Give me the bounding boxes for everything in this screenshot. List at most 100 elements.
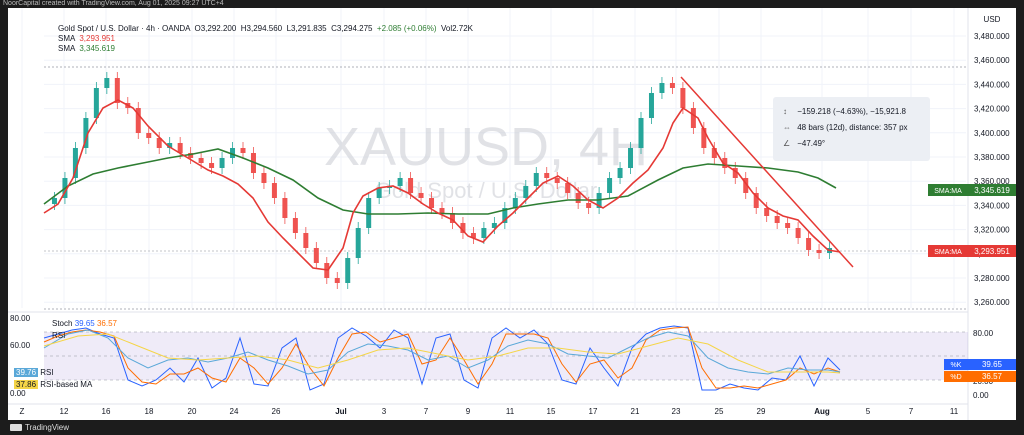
candle[interactable] <box>806 238 812 250</box>
candle[interactable] <box>397 178 403 186</box>
ohlc-change: +2.085 (+0.06%) <box>376 24 437 33</box>
bars-range-icon: ⇔ <box>783 123 791 132</box>
candle[interactable] <box>93 88 99 118</box>
candle[interactable] <box>156 138 162 148</box>
candle[interactable] <box>292 218 298 233</box>
candle[interactable] <box>439 208 445 213</box>
sma-fast-label[interactable]: SMA <box>58 34 75 43</box>
rsi-top-label[interactable]: RSI <box>52 331 66 340</box>
candle[interactable] <box>366 198 372 228</box>
time-tick: 21 <box>631 407 640 416</box>
candle[interactable] <box>648 93 654 118</box>
candle[interactable] <box>628 148 634 168</box>
candle[interactable] <box>491 223 497 228</box>
candle[interactable] <box>334 278 340 283</box>
candle[interactable] <box>230 148 236 158</box>
candle[interactable] <box>470 233 476 238</box>
candle[interactable] <box>680 88 686 108</box>
time-tick: Z <box>20 407 25 416</box>
candle[interactable] <box>523 186 529 198</box>
candle[interactable] <box>135 108 141 133</box>
candle[interactable] <box>408 178 414 193</box>
rsi-ma-label[interactable]: RSI-based MA <box>40 380 93 389</box>
candle[interactable] <box>732 168 738 178</box>
candle[interactable] <box>711 148 717 158</box>
candle[interactable] <box>146 133 152 138</box>
candle[interactable] <box>785 223 791 228</box>
candle[interactable] <box>565 183 571 193</box>
candle[interactable] <box>722 158 728 168</box>
candle[interactable] <box>177 143 183 153</box>
candle[interactable] <box>533 173 539 186</box>
candle[interactable] <box>188 153 194 158</box>
candle[interactable] <box>313 248 319 263</box>
price-tick: 3,400.000 <box>974 129 1010 138</box>
candle[interactable] <box>607 178 613 193</box>
candle[interactable] <box>816 250 822 253</box>
candle[interactable] <box>743 178 749 193</box>
candle[interactable] <box>512 198 518 208</box>
candle[interactable] <box>774 216 780 223</box>
candle[interactable] <box>449 213 455 223</box>
sma-slow-label[interactable]: SMA <box>58 44 75 53</box>
candle[interactable] <box>586 203 592 208</box>
sma-slow-line[interactable] <box>43 148 837 215</box>
candle[interactable] <box>764 208 770 216</box>
candle[interactable] <box>72 148 78 178</box>
candle[interactable] <box>345 258 351 283</box>
stoch-k-line[interactable] <box>43 325 841 391</box>
rsi-label[interactable]: RSI <box>40 368 54 377</box>
candle[interactable] <box>575 193 581 203</box>
candle[interactable] <box>167 143 173 148</box>
trend-line[interactable] <box>680 76 854 268</box>
candle[interactable] <box>481 228 487 238</box>
candle[interactable] <box>669 83 675 88</box>
candle[interactable] <box>83 118 89 148</box>
candle[interactable] <box>460 223 466 233</box>
candle[interactable] <box>795 228 801 238</box>
candle[interactable] <box>198 158 204 163</box>
candle[interactable] <box>303 233 309 248</box>
candle[interactable] <box>753 193 759 208</box>
candle[interactable] <box>376 188 382 198</box>
candle[interactable] <box>617 168 623 178</box>
candle[interactable] <box>429 198 435 208</box>
candle[interactable] <box>261 173 267 183</box>
measure-price-range: −159.218 (−4.63%), −15,921.8 <box>797 107 906 116</box>
symbol-label[interactable]: Gold Spot / U.S. Dollar · 4h · OANDA <box>58 24 191 33</box>
candle[interactable] <box>271 183 277 198</box>
sma-fast-line[interactable] <box>43 99 841 271</box>
candle[interactable] <box>701 128 707 148</box>
rsi-ma-line[interactable] <box>43 333 841 374</box>
candle[interactable] <box>219 158 225 168</box>
candle[interactable] <box>114 78 120 103</box>
price-tick: 3,460.000 <box>974 56 1010 65</box>
stoch-d-badge-value: 36.57 <box>982 372 1003 381</box>
candle[interactable] <box>502 208 508 223</box>
candle[interactable] <box>554 178 560 183</box>
sma-slow-badge-label: SMA:MA <box>934 188 962 195</box>
time-tick: 26 <box>272 407 281 416</box>
time-tick: 24 <box>230 407 239 416</box>
candle[interactable] <box>418 193 424 198</box>
stoch-d-line[interactable] <box>43 326 841 389</box>
candle[interactable] <box>355 228 361 258</box>
sma-fast-badge-value: 3,293.951 <box>974 247 1010 256</box>
candle[interactable] <box>659 83 665 93</box>
candle[interactable] <box>282 198 288 218</box>
price-tick: 3,380.000 <box>974 153 1010 162</box>
stoch-label[interactable]: Stoch <box>52 319 73 328</box>
candle[interactable] <box>209 163 215 168</box>
osc-axis-0: 0.00 <box>973 391 989 400</box>
stoch-k-value: 39.65 <box>74 319 95 328</box>
candle[interactable] <box>51 198 57 204</box>
candle[interactable] <box>690 108 696 128</box>
sma-fast-badge-label: SMA:MA <box>934 249 962 256</box>
time-tick: 18 <box>145 407 154 416</box>
candle[interactable] <box>638 118 644 148</box>
candle[interactable] <box>240 148 246 153</box>
candle[interactable] <box>544 173 550 178</box>
price-chart[interactable]: XAUUSD, 4H Gold Spot / U.S. Dollar USD 3… <box>8 8 1016 420</box>
time-tick: 29 <box>757 407 766 416</box>
candle[interactable] <box>104 78 110 88</box>
